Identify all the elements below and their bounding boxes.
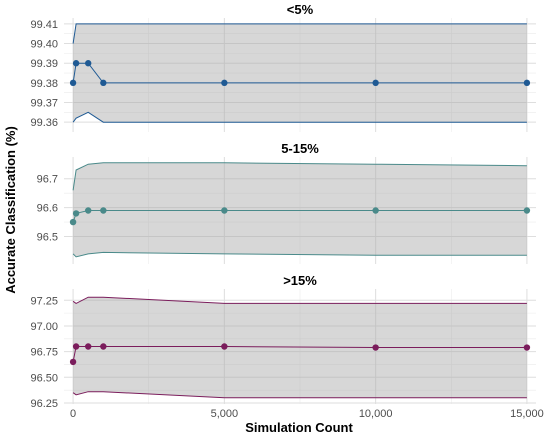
data-point: [523, 207, 531, 214]
y-tick-label: 96.6: [37, 203, 58, 215]
y-tick-label: 96.7: [37, 174, 58, 186]
x-tick-label: 0: [70, 408, 76, 420]
data-point: [69, 218, 77, 226]
data-point: [72, 60, 80, 67]
x-tick-label: 10,000: [359, 408, 393, 420]
lower-bound-line: [72, 111, 527, 123]
data-point: [72, 343, 80, 350]
y-axis-title: Accurate Classification (%): [3, 126, 18, 294]
panels-layer: 99.3699.3799.3899.3999.4099.41<5%96.596.…: [30, 2, 536, 410]
data-point: [372, 344, 379, 351]
y-tick-label: 99.40: [30, 39, 58, 51]
data-point: [372, 79, 379, 87]
panel-title: >15%: [283, 273, 317, 288]
panel-1: 99.36 99.37 99.38 99.39 99.40 99.41 <5%: [30, 2, 536, 132]
data-point: [100, 343, 107, 350]
upper-bound-line: [72, 162, 527, 191]
confidence-ribbon: [73, 23, 527, 123]
y-tick-label: 96.50: [30, 372, 58, 384]
panel-2: 96.5 96.6 96.7 5-15%: [37, 141, 536, 264]
data-point: [372, 207, 379, 214]
x-axis-title: Simulation Count: [245, 420, 353, 435]
y-tick-label: 96.75: [30, 347, 58, 359]
data-point: [221, 343, 228, 350]
data-point: [523, 344, 531, 351]
y-tick-label: 96.5: [37, 232, 58, 244]
y-tick-label: 99.41: [30, 19, 58, 31]
panel-title: <5%: [287, 2, 314, 17]
y-tick-label: 99.39: [30, 58, 58, 70]
data-point: [221, 79, 228, 87]
data-point: [100, 79, 107, 87]
y-tick-label: 96.25: [30, 398, 58, 410]
lower-bound-line: [72, 251, 527, 258]
y-tick-label: 97.25: [30, 295, 58, 307]
data-point: [69, 358, 77, 366]
y-tick-label: 97.00: [30, 321, 58, 333]
y-tick-label: 99.36: [30, 117, 58, 129]
data-point: [72, 210, 80, 217]
data-point: [221, 207, 228, 214]
data-point: [85, 60, 92, 67]
upper-bound-line: [72, 296, 527, 304]
confidence-ribbon: [73, 162, 527, 257]
data-point: [85, 343, 92, 350]
data-point: [100, 207, 107, 214]
data-point: [85, 207, 92, 214]
x-axis: 0 5,000 10,000 15,000: [70, 408, 544, 420]
panel-title: 5-15%: [281, 141, 319, 156]
lower-bound-line: [72, 391, 527, 399]
y-tick-label: 99.37: [30, 98, 58, 110]
data-point: [69, 79, 77, 87]
data-point: [523, 79, 531, 87]
x-tick-label: 15,000: [510, 408, 544, 420]
y-tick-label: 99.38: [30, 78, 58, 90]
upper-bound-line: [72, 23, 527, 44]
panel-3: 96.25 96.50 96.75 97.00 97.25 >15%: [30, 273, 536, 410]
x-tick-label: 5,000: [211, 408, 239, 420]
